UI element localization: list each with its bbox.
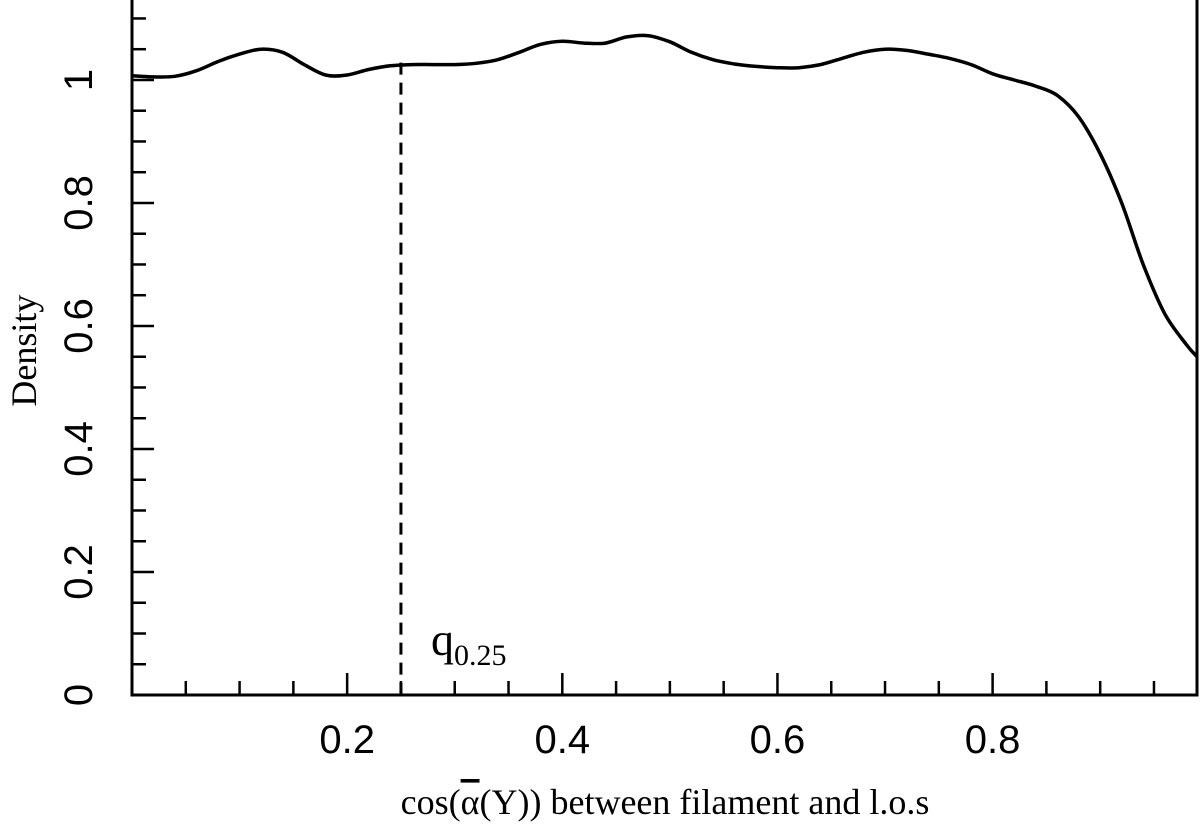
x-tick-label: 0.4 — [534, 718, 590, 762]
x-axis-title: cos(α(Y)) between filament and l.o.s — [401, 782, 930, 822]
x-tick-label: 0.6 — [750, 718, 806, 762]
y-axis-title: Density — [4, 295, 44, 407]
y-tick-label: 0.8 — [57, 175, 101, 231]
x-axis-title-symbol: α — [461, 782, 480, 822]
quantile-annotation-sub: 0.25 — [454, 639, 507, 672]
y-tick-label: 0.6 — [57, 298, 101, 354]
y-tick-label: 1 — [57, 69, 101, 91]
density-curve — [131, 33, 1199, 358]
quantile-annotation: q0.25 — [431, 614, 507, 672]
plot-frame — [130, 0, 1199, 697]
quantile-annotation-main: q — [431, 614, 454, 665]
x-tick-label: 0.2 — [319, 718, 375, 762]
x-axis-title-suffix: (Y)) between filament and l.o.s — [480, 782, 930, 822]
y-tick-label: 0.4 — [57, 421, 101, 477]
x-tick-label: 0.8 — [965, 718, 1021, 762]
x-axis-title-prefix: cos( — [401, 782, 461, 822]
y-tick-label: 0 — [57, 684, 101, 706]
x-axis-ticks: 0.2 0.4 0.6 0.8 — [184, 673, 1156, 762]
y-tick-label: 0.2 — [57, 544, 101, 600]
y-axis-ticks: 0 0.2 0.4 0.6 0.8 1 — [57, 17, 154, 706]
